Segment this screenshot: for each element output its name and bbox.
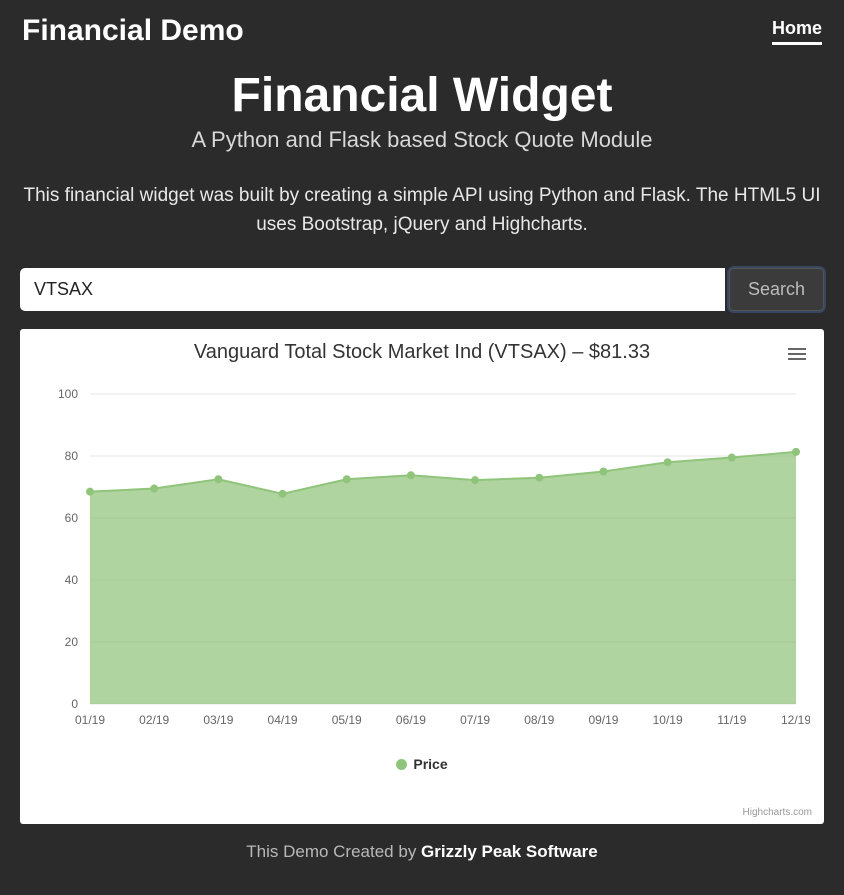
svg-text:20: 20 xyxy=(65,635,79,649)
svg-text:11/19: 11/19 xyxy=(717,713,746,727)
chart-legend[interactable]: Price xyxy=(30,756,814,772)
footer-link[interactable]: Grizzly Peak Software xyxy=(421,842,598,861)
svg-text:80: 80 xyxy=(65,449,79,463)
price-area-chart: 0 20 40 60 80 100 01/19 02/19 03/19 04/19 05/19 06/… xyxy=(30,370,810,750)
svg-text:04/19: 04/19 xyxy=(268,713,298,727)
svg-text:09/19: 09/19 xyxy=(588,713,618,727)
lead-paragraph: This financial widget was built by creat… xyxy=(0,181,844,240)
svg-text:07/19: 07/19 xyxy=(460,713,490,727)
svg-text:01/19: 01/19 xyxy=(75,713,105,727)
ticker-search-input[interactable] xyxy=(20,268,725,311)
chart-menu-icon[interactable] xyxy=(788,345,806,363)
search-button[interactable]: Search xyxy=(729,268,824,311)
svg-text:12/19: 12/19 xyxy=(781,713,810,727)
svg-text:03/19: 03/19 xyxy=(203,713,233,727)
svg-text:02/19: 02/19 xyxy=(139,713,169,727)
chart-card: Vanguard Total Stock Market Ind (VTSAX) … xyxy=(20,329,824,824)
svg-text:05/19: 05/19 xyxy=(332,713,362,727)
svg-text:100: 100 xyxy=(58,387,78,401)
nav-home-link[interactable]: Home xyxy=(772,18,822,45)
brand-title: Financial Demo xyxy=(22,14,244,48)
legend-marker-icon xyxy=(396,759,407,770)
svg-text:40: 40 xyxy=(65,573,79,587)
footer-text: This Demo Created by Grizzly Peak Softwa… xyxy=(0,842,844,862)
legend-label: Price xyxy=(413,756,447,772)
svg-text:10/19: 10/19 xyxy=(653,713,683,727)
page-title: Financial Widget xyxy=(20,68,824,123)
svg-text:0: 0 xyxy=(71,697,78,711)
page-subtitle: A Python and Flask based Stock Quote Mod… xyxy=(20,127,824,153)
chart-title: Vanguard Total Stock Market Ind (VTSAX) … xyxy=(30,341,814,364)
chart-credit[interactable]: Highcharts.com xyxy=(743,807,812,818)
svg-text:06/19: 06/19 xyxy=(396,713,426,727)
svg-text:60: 60 xyxy=(65,511,79,525)
svg-text:08/19: 08/19 xyxy=(524,713,554,727)
